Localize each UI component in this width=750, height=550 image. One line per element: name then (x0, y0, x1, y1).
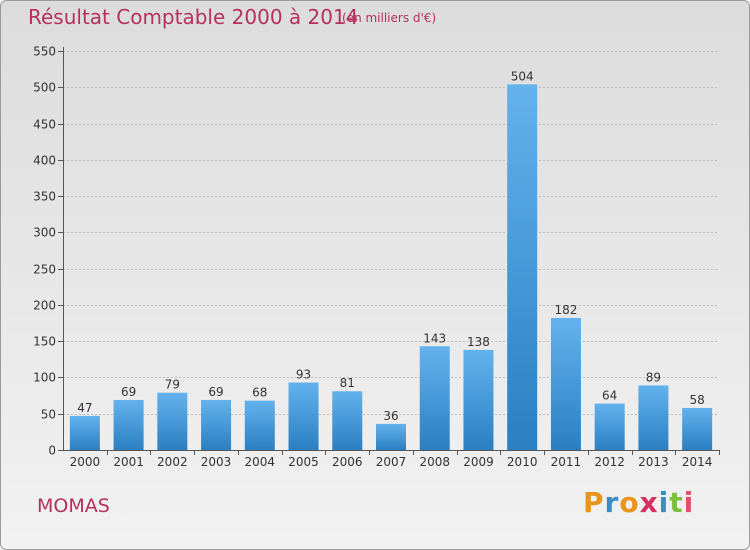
x-tick-label: 2014 (682, 455, 713, 469)
x-tick-label: 2011 (551, 455, 582, 469)
bar-value-label: 47 (77, 401, 92, 415)
y-tick-label: 200 (33, 299, 56, 313)
bar-value-label: 143 (423, 331, 446, 345)
chart-subtitle: (en milliers d'€) (342, 11, 437, 25)
bar (244, 400, 275, 450)
logo-letter: o (619, 486, 640, 519)
x-tick-label: 2004 (245, 455, 276, 469)
bar (201, 399, 232, 450)
bar-value-label: 58 (689, 393, 704, 407)
bar (332, 391, 363, 450)
bar (507, 84, 538, 450)
x-tick-label: 2000 (70, 455, 101, 469)
y-tick-label: 150 (33, 335, 56, 349)
y-tick-label: 0 (48, 444, 56, 458)
x-tick-label: 2007 (376, 455, 407, 469)
bar (288, 382, 319, 450)
bar-value-label: 93 (296, 368, 311, 382)
bar-value-label: 89 (646, 370, 661, 384)
y-tick-label: 350 (33, 190, 56, 204)
bar-value-label: 182 (554, 303, 577, 317)
bar-value-label: 36 (383, 409, 398, 423)
logo-letter: r (604, 486, 620, 519)
bars: 47 69 79 69 68 93 81 36 143 138 504 182 64 89 58 (69, 69, 713, 450)
bar-value-label: 81 (340, 376, 355, 390)
logo-letter: i (658, 486, 670, 519)
bar (157, 392, 188, 450)
y-tick-label: 450 (33, 118, 56, 132)
bar (113, 399, 144, 450)
grid (63, 51, 719, 415)
bar (463, 349, 494, 450)
y-tick-label: 100 (33, 371, 56, 385)
x-tick-label: 2005 (288, 455, 319, 469)
y-tick-label: 400 (33, 154, 56, 168)
logo-letter: x (639, 486, 659, 519)
bar (594, 403, 625, 450)
y-tick-label: 500 (33, 81, 56, 95)
bar (550, 317, 581, 450)
bar-value-label: 69 (121, 385, 136, 399)
y-tick-label: 550 (33, 45, 56, 59)
x-tick-label: 2013 (638, 455, 669, 469)
bar-value-label: 64 (602, 389, 617, 403)
bar (419, 346, 450, 450)
x-tick-label: 2001 (113, 455, 144, 469)
x-tick-label: 2006 (332, 455, 363, 469)
bar-value-label: 138 (467, 335, 490, 349)
x-tick-label: 2008 (419, 455, 450, 469)
proxiti-logo: Proxiti (583, 486, 694, 519)
bar-value-label: 79 (165, 378, 180, 392)
commune-name: MOMAS (37, 495, 110, 517)
bar (376, 423, 406, 450)
bar (69, 415, 100, 450)
bar-value-label: 68 (252, 386, 267, 400)
x-tick-label: 2010 (507, 455, 538, 469)
x-tick-label: 2012 (594, 455, 625, 469)
bar (682, 407, 713, 450)
x-tick-label: 2003 (201, 455, 232, 469)
chart-title: Résultat Comptable 2000 à 2014 (28, 5, 359, 29)
logo-letter: P (583, 486, 605, 519)
logo-letter: i (683, 486, 695, 519)
y-tick-label: 50 (41, 408, 56, 422)
bar (638, 385, 669, 450)
logo-letter: t (669, 486, 684, 519)
y-tick-label: 300 (33, 226, 56, 240)
axes: 0 50 100 150 200 250 300 350 400 450 500 550 2000 200… (33, 45, 720, 469)
x-tick-label: 2002 (157, 455, 188, 469)
bar-value-label: 69 (208, 385, 223, 399)
bar-value-label: 504 (511, 69, 534, 83)
y-tick-label: 250 (33, 263, 56, 277)
x-tick-label: 2009 (463, 455, 494, 469)
